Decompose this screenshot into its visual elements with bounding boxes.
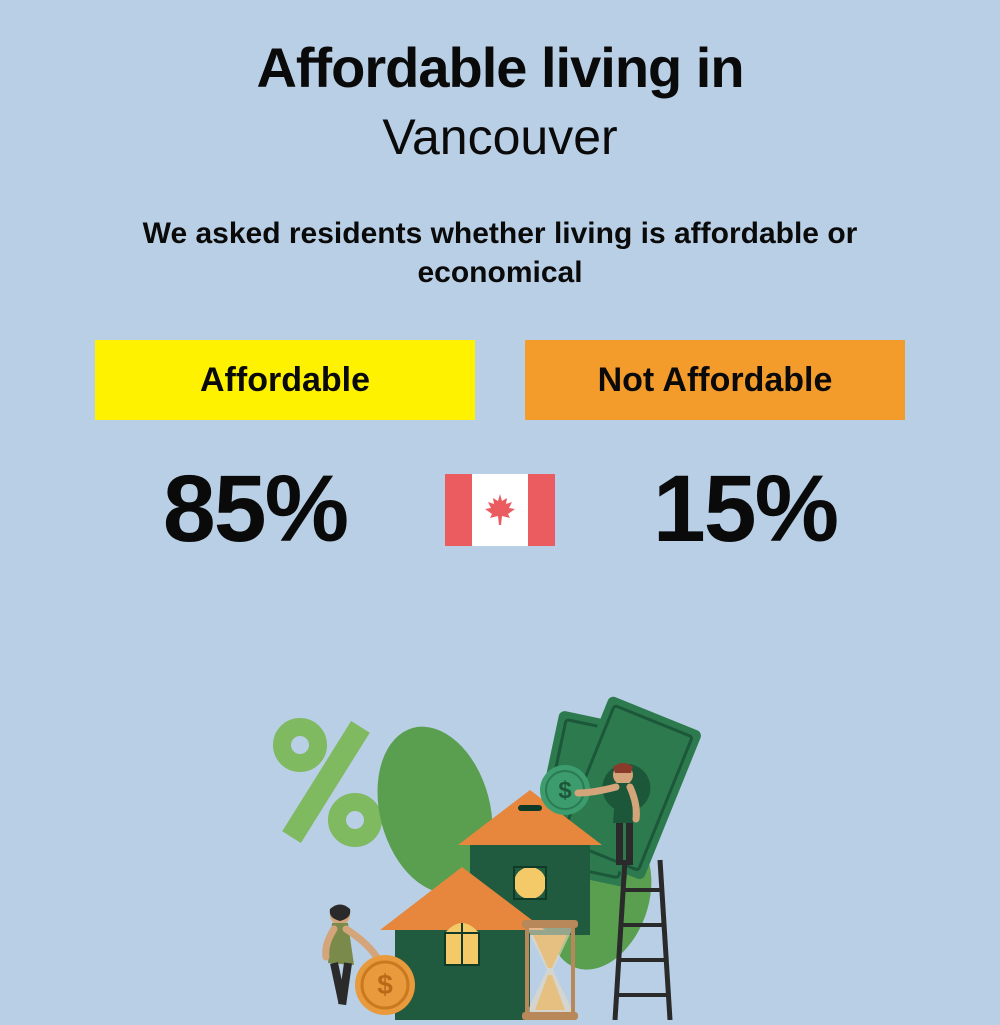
finance-illustration-icon: $ $	[240, 680, 760, 1020]
subtitle-text: We asked residents whether living is aff…	[0, 214, 1000, 292]
canada-flag-icon	[445, 474, 555, 546]
value-affordable: 85%	[95, 455, 415, 564]
svg-text:$: $	[377, 969, 393, 1000]
flag-right-band	[528, 474, 555, 546]
values-row: 85% 15%	[0, 455, 1000, 564]
labels-row: Affordable Not Affordable	[0, 340, 1000, 420]
page-title: Affordable living in	[0, 0, 1000, 100]
svg-text:$: $	[558, 777, 572, 804]
flag-left-band	[445, 474, 472, 546]
label-not-affordable: Not Affordable	[525, 340, 905, 420]
flag-center	[472, 474, 528, 546]
value-not-affordable: 15%	[585, 455, 905, 564]
maple-leaf-icon	[483, 492, 517, 528]
label-affordable: Affordable	[95, 340, 475, 420]
city-name: Vancouver	[0, 108, 1000, 166]
